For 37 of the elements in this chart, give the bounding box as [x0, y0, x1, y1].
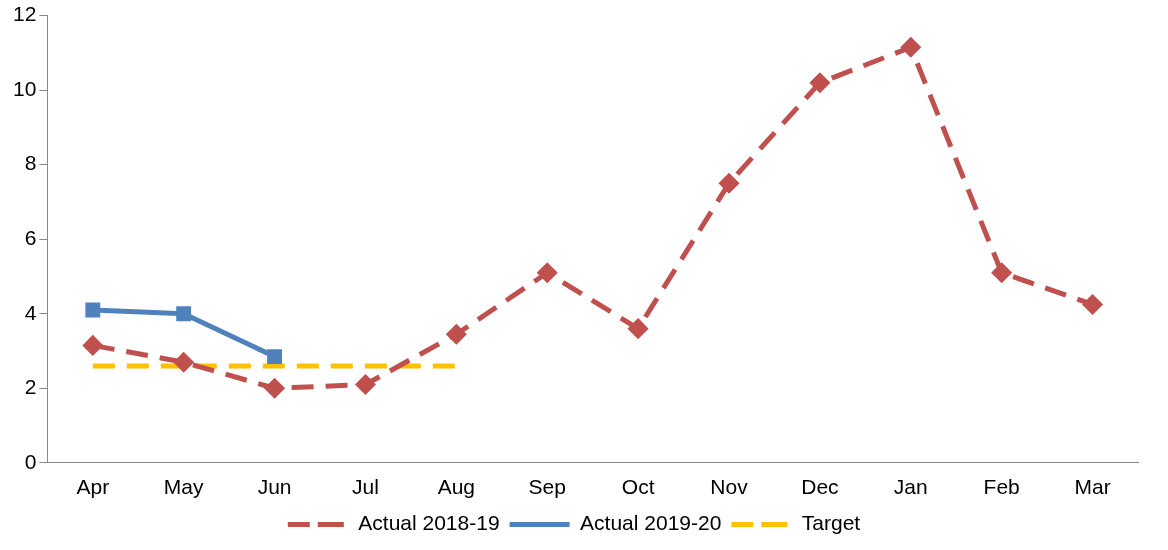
point	[719, 173, 739, 193]
y-tick-label: 0	[24, 449, 37, 473]
y-tick-label: 8	[24, 151, 37, 175]
point	[537, 263, 557, 283]
point	[446, 324, 466, 344]
point	[267, 349, 283, 365]
y-tick-label: 10	[13, 76, 37, 100]
x-tick-label: Nov	[710, 475, 749, 499]
x-tick-label: Mar	[1074, 475, 1111, 499]
point	[355, 375, 375, 395]
x-tick-label: Dec	[801, 475, 839, 499]
legend-label: Actual 2018-19	[358, 511, 500, 535]
x-tick-label: Jun	[257, 475, 292, 499]
y-tick-label: 12	[13, 2, 37, 26]
point	[85, 302, 101, 318]
point	[901, 37, 921, 57]
y-tick-label: 4	[24, 300, 37, 324]
x-tick-label: Oct	[621, 475, 655, 499]
legend-label: Actual 2019-20	[580, 511, 722, 535]
point	[174, 352, 194, 372]
point	[176, 306, 192, 322]
x-tick-label: Aug	[437, 475, 476, 499]
point	[992, 263, 1012, 283]
point	[83, 335, 103, 355]
point	[1083, 294, 1103, 314]
x-tick-label: Jan	[893, 475, 928, 499]
point	[265, 378, 285, 398]
point	[810, 73, 830, 93]
x-tick-label: Jul	[352, 475, 379, 499]
y-tick-label: 6	[24, 226, 37, 249]
x-tick-label: Apr	[76, 475, 110, 499]
legend-label: Target	[801, 511, 861, 535]
y-tick-label: 2	[24, 375, 37, 399]
x-tick-label: Feb	[983, 475, 1020, 499]
x-tick-label: Sep	[528, 475, 566, 499]
point	[628, 319, 648, 339]
x-tick-label: May	[163, 475, 205, 499]
